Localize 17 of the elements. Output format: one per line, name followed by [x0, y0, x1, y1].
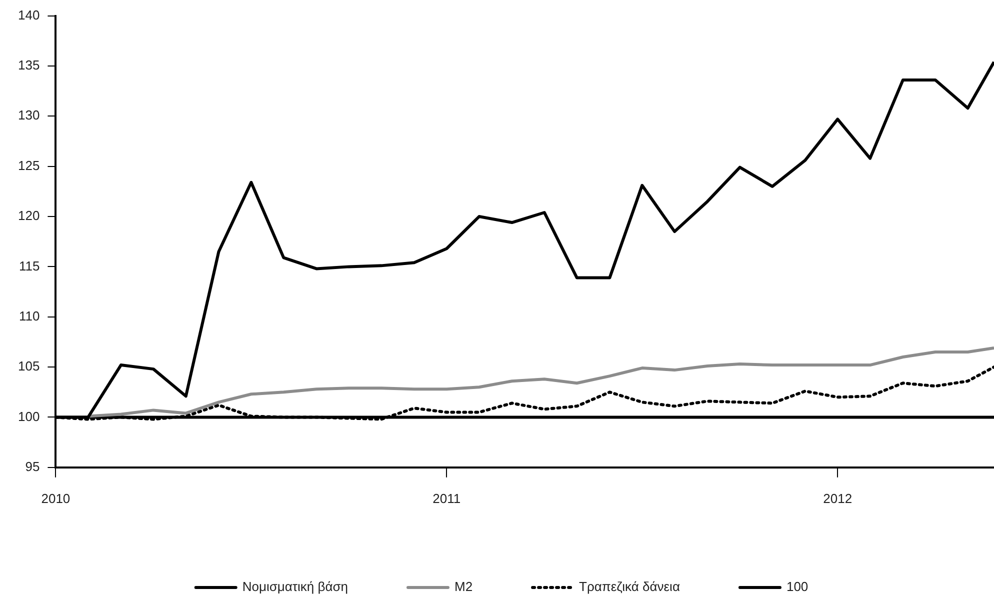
x-tick-label: 2010: [41, 490, 70, 506]
y-tick-label: 105: [18, 358, 40, 374]
y-tick-label: 130: [18, 108, 40, 123]
x-tick-label: 2011: [432, 490, 461, 506]
y-tick-label: 95: [25, 458, 40, 474]
y-tick-label: 110: [18, 308, 40, 324]
legend-label: M2: [454, 579, 473, 594]
y-tick-label: 120: [18, 208, 40, 224]
x-tick-label: 2012: [823, 490, 852, 506]
y-tick-label: 135: [18, 58, 40, 73]
y-tick-label: 125: [18, 158, 40, 173]
y-tick-label: 100: [18, 408, 40, 424]
legend-label: 100: [786, 579, 808, 594]
y-tick-label: 140: [18, 7, 40, 22]
legend-label: Τραπεζικά δάνεια: [579, 579, 680, 594]
legend-label: Νομισματική βάση: [242, 579, 348, 594]
y-tick-label: 115: [18, 258, 40, 274]
